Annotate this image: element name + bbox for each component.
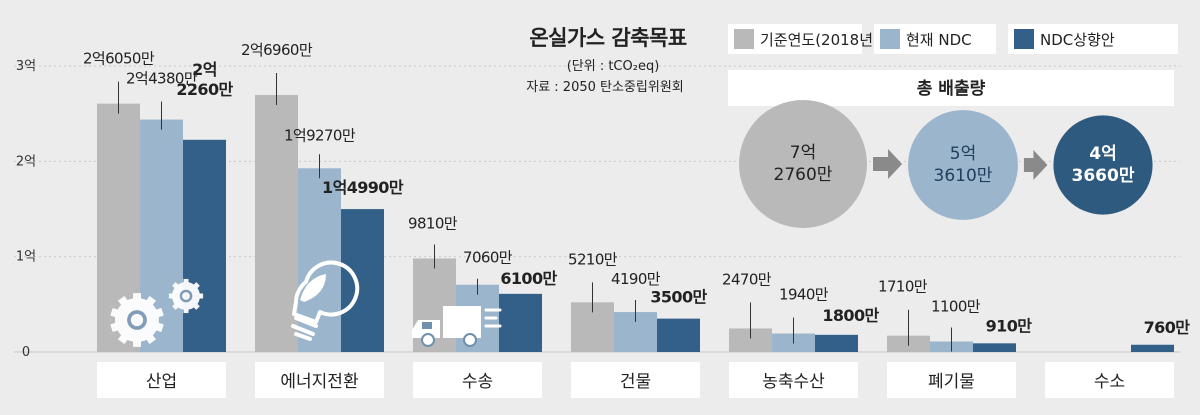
total-label: 5억 3610만 [934, 144, 993, 186]
bar [815, 334, 858, 352]
category-box [729, 362, 858, 398]
lightbulb-leaf-icon [291, 260, 360, 341]
gear-small-icon [168, 278, 204, 314]
total-circle [739, 100, 867, 228]
data-label: 3500만 [650, 288, 707, 307]
data-label: 1710만 [878, 278, 928, 296]
data-label: 760만 [1144, 318, 1191, 337]
category-icons [110, 260, 502, 347]
bar [973, 343, 1016, 352]
data-label: 1940만 [779, 286, 829, 304]
bar [255, 94, 298, 353]
category-box [887, 362, 1016, 398]
category-box [571, 362, 700, 398]
unit-label: (단위 : tCO₂eq) [567, 59, 660, 74]
category-labels: 산업 에너지전환 수송 건물 농축수산 폐기물 수소 [97, 362, 1174, 398]
category-label: 폐기물 [928, 372, 975, 392]
data-label: 9810만 [408, 214, 458, 232]
data-label: 7060만 [463, 249, 513, 267]
bar [183, 139, 226, 352]
data-label: 2억4380만 [126, 70, 198, 88]
category-label: 수송 [462, 372, 493, 392]
legend-label: 현재 NDC [906, 31, 972, 49]
category-label: 수소 [1094, 372, 1125, 392]
arrow-right-icon [873, 149, 903, 179]
delivery-truck-icon [412, 306, 502, 347]
legend-swatch [1014, 29, 1034, 49]
category-label: 산업 [146, 372, 177, 392]
category-box [1045, 362, 1174, 398]
category-box [255, 362, 384, 398]
data-label: 1100만 [931, 298, 981, 316]
total-label: 4억 3660만 [1072, 144, 1135, 186]
bar [1131, 344, 1174, 352]
bar [729, 328, 772, 352]
category-box [97, 362, 226, 398]
data-label: 2470만 [722, 270, 772, 288]
arrow-right-icon [1023, 150, 1048, 180]
data-label: 2억6960만 [241, 41, 313, 59]
legend-label: 기준연도(2018년) [760, 31, 879, 49]
chart-title: 온실가스 감축목표 [529, 26, 687, 50]
bar [657, 318, 700, 352]
legend-label: NDC상향안 [1040, 31, 1115, 49]
total-circle [908, 110, 1018, 220]
y-tick-label: 0 [22, 345, 30, 360]
gear-large-icon [110, 293, 164, 347]
total-emissions-panel: 총 배출량 7억 2760만 5억 3610만 4억 3660만 [728, 70, 1174, 228]
source-label: 자료 : 2050 탄소중립위원회 [526, 80, 684, 95]
legend-item [1008, 24, 1178, 54]
y-tick-label: 1억 [16, 250, 36, 265]
category-label: 건물 [620, 372, 651, 392]
bar [341, 209, 384, 352]
legend: 기준연도(2018년) 현재 NDC NDC상향안 [728, 24, 1178, 54]
data-label: 1800만 [822, 306, 879, 325]
bar [499, 293, 542, 352]
y-tick-label: 2억 [16, 154, 36, 169]
totals-title: 총 배출량 [917, 79, 986, 99]
data-label: 2억 2260만 [176, 60, 233, 99]
data-label: 6100만 [500, 269, 557, 288]
data-label: 910만 [986, 316, 1033, 335]
category-label: 에너지전환 [280, 372, 358, 392]
data-label: 5210만 [568, 250, 618, 268]
category-box [413, 362, 542, 398]
total-circle [1053, 115, 1153, 215]
data-label: 1억4990만 [322, 178, 404, 197]
category-label: 농축수산 [762, 372, 825, 392]
legend-swatch [734, 29, 754, 49]
total-label: 7억 2760만 [774, 143, 833, 185]
legend-swatch [880, 29, 900, 49]
data-label: 2억6050만 [83, 50, 155, 68]
data-label: 1억9270만 [284, 126, 356, 144]
data-label: 4190만 [611, 270, 661, 288]
totals-title-box [728, 70, 1174, 106]
y-tick-label: 3억 [16, 59, 36, 74]
